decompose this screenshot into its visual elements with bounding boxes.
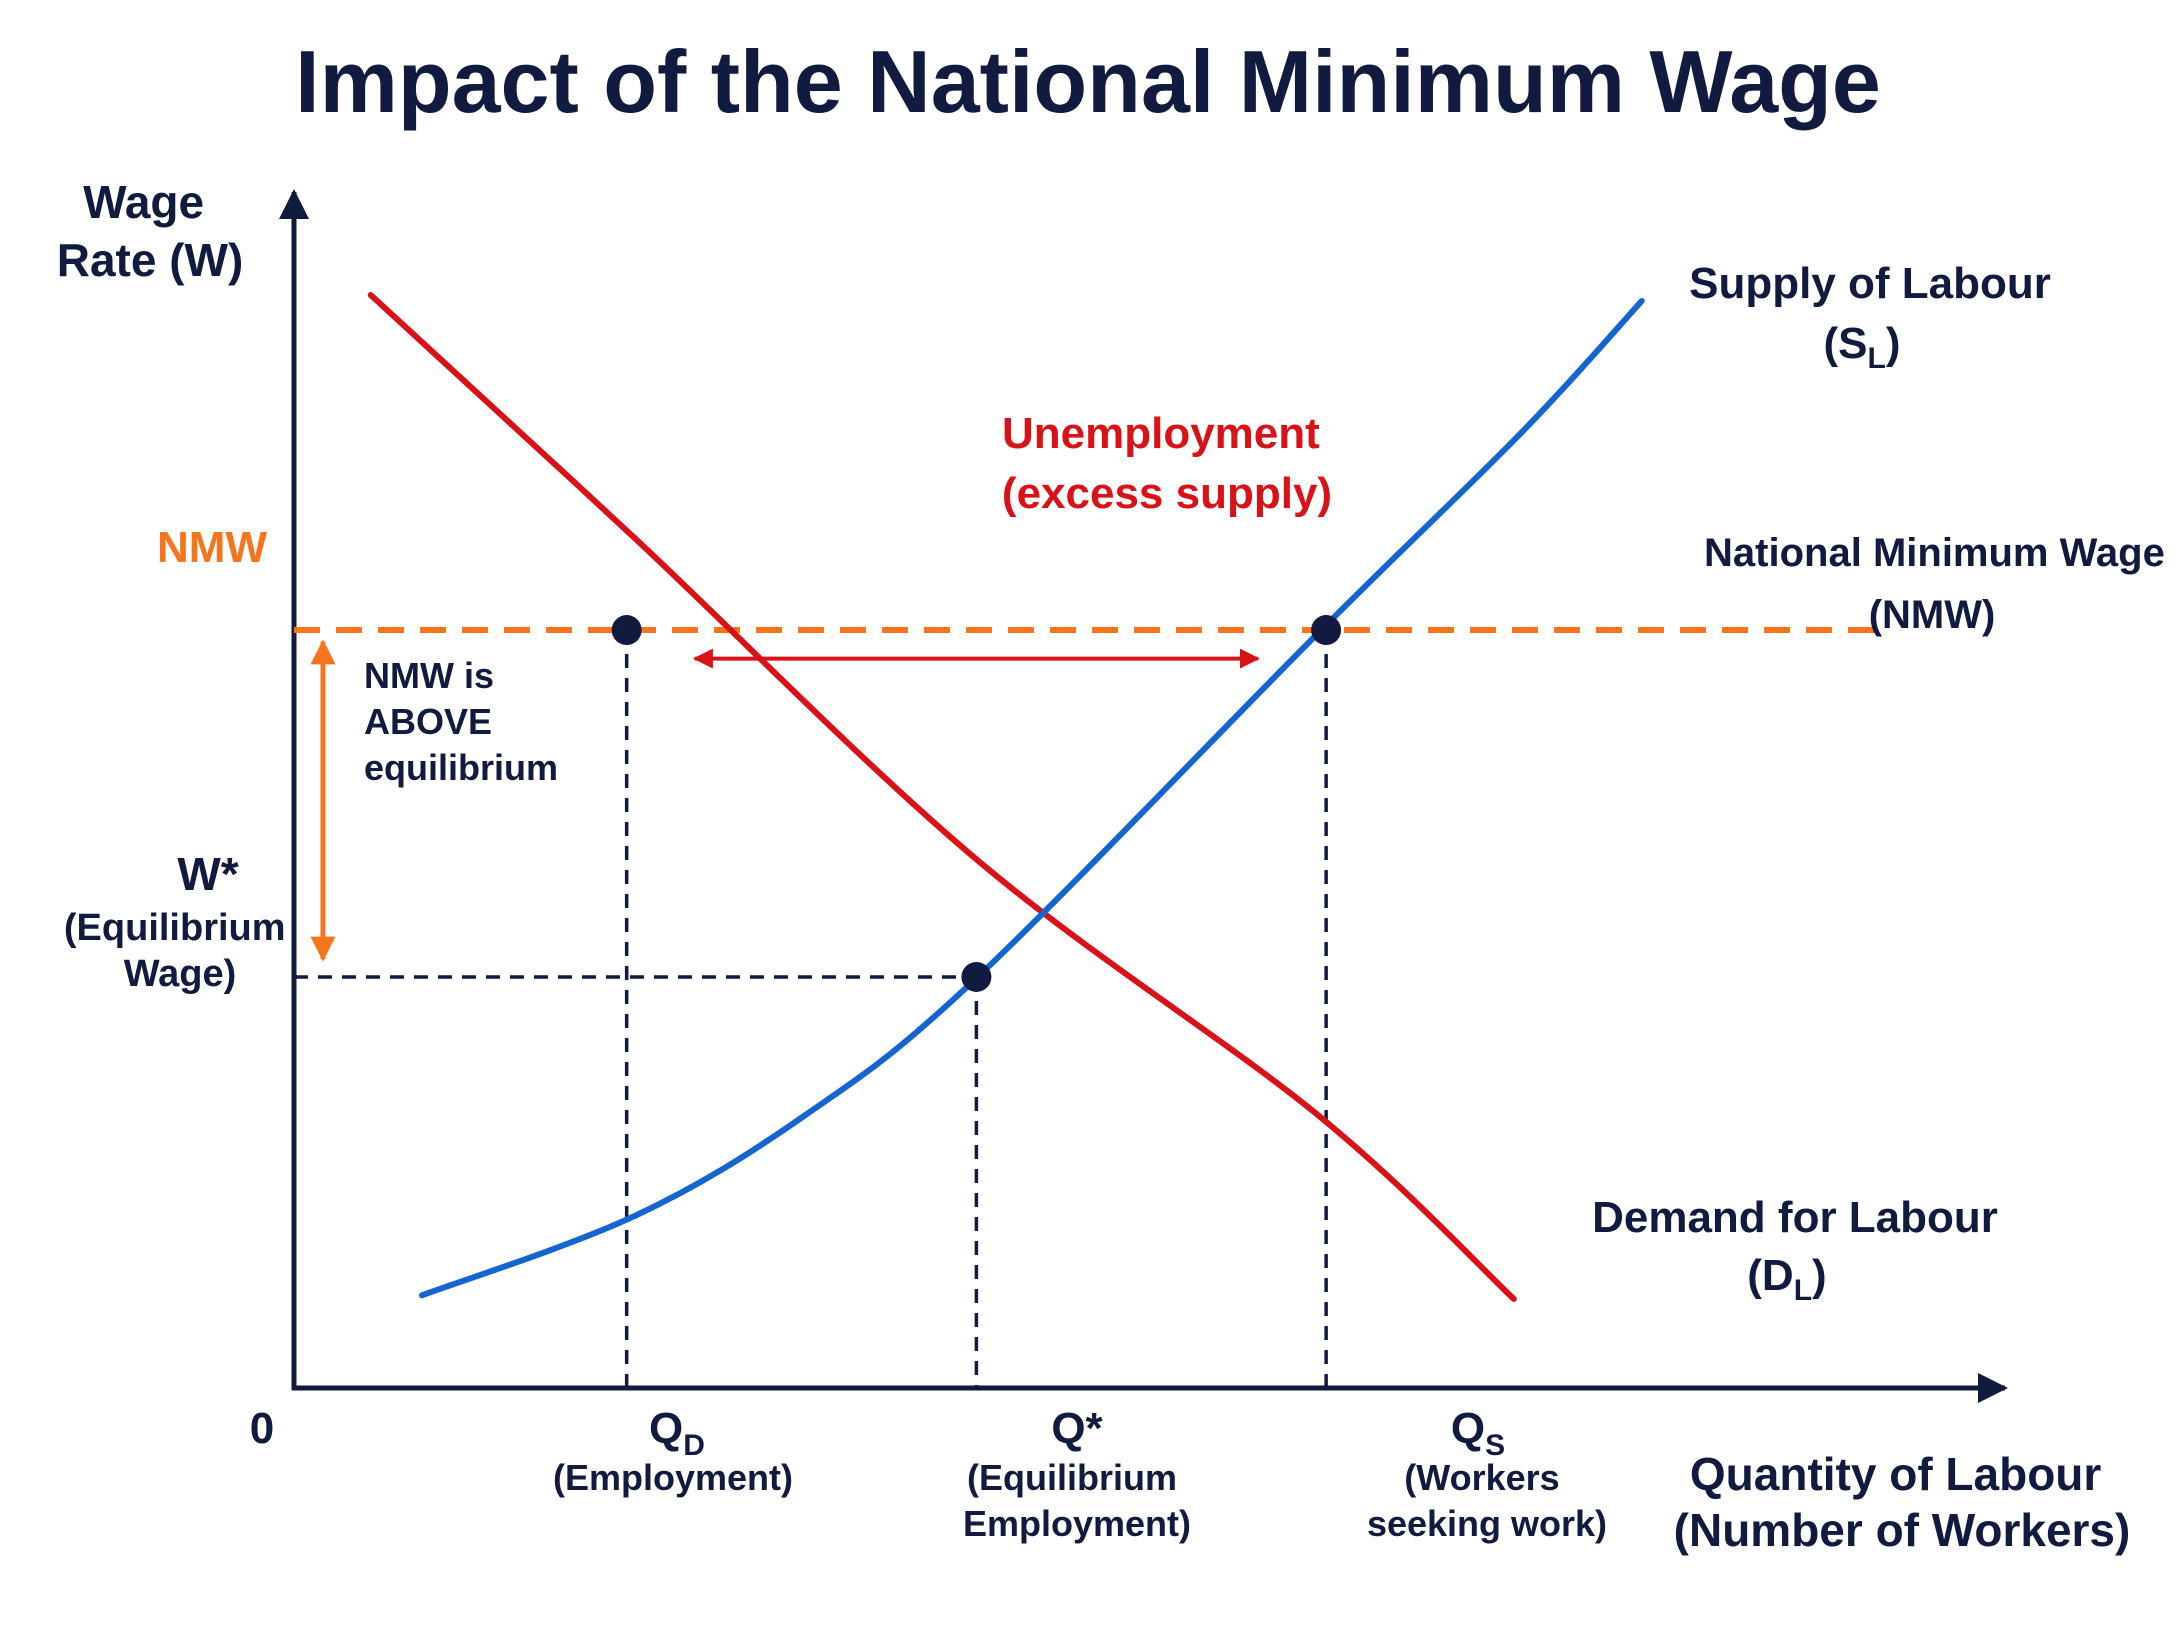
unemployment-label-line-2: (excess supply) [1002, 469, 1332, 518]
q-star-tick-description-line-2: Employment) [963, 1503, 1191, 1544]
q-star-tick-description-line-1: (Equilibrium [967, 1457, 1177, 1498]
supply-curve [418, 297, 1645, 1299]
qd-tick-label: QD [649, 1404, 705, 1462]
nmw-gap-label-line-3: equilibrium [364, 747, 558, 788]
demand-curve-symbol: (DL) [1747, 1251, 1826, 1307]
nmw-gap-label-line-2: ABOVE [364, 701, 492, 742]
w-star-tick-label: W* [177, 848, 238, 900]
qd-tick-subscript: D [683, 1429, 705, 1462]
x-axis-label: Quantity of Labour (Number of Workers) [1674, 1448, 2131, 1556]
equilibrium-point [961, 961, 992, 992]
nmw-supply-point [1311, 615, 1342, 646]
supply-curve-label: Supply of Labour [1689, 259, 2051, 308]
nmw-gap-label-line-1: NMW is [364, 655, 494, 696]
qd-tick-symbol: Q [649, 1404, 683, 1453]
qd-tick-description-line-1: (Employment) [553, 1457, 793, 1498]
w-star-description: (Equilibrium Wage) [64, 907, 296, 995]
x-tick-qstar: Q* (Equilibrium Employment) [963, 1404, 1191, 1544]
x-axis-label-line-2: (Number of Workers) [1674, 1504, 2131, 1556]
y-axis-label-line-1: Wage [83, 176, 204, 228]
supply-symbol-subscript: L [1868, 342, 1886, 375]
demand-symbol-close: ) [1812, 1251, 1827, 1300]
x-tick-qd: QD (Employment) [553, 1404, 793, 1498]
nmw-tick-label: NMW [157, 523, 267, 572]
q-star-tick-label: Q* [1051, 1404, 1103, 1453]
supply-symbol-main: (S [1824, 319, 1868, 368]
qs-tick-symbol: Q [1451, 1404, 1485, 1453]
demand-curve-label: Demand for Labour [1592, 1193, 1998, 1242]
demand-curve-label-name: Demand for Labour [1592, 1193, 1998, 1242]
unemployment-label-line-1: Unemployment [1002, 409, 1320, 458]
chart-title: Impact of the National Minimum Wage [295, 32, 1881, 131]
nmw-demand-point [611, 615, 642, 646]
qs-tick-subscript: S [1485, 1429, 1505, 1462]
qs-tick-description-line-2: seeking work) [1367, 1503, 1607, 1544]
supply-curve-label-name: Supply of Labour [1689, 259, 2051, 308]
unemployment-label: Unemployment (excess supply) [1002, 409, 1332, 518]
w-star-description-line-1: (Equilibrium [64, 907, 286, 949]
nmw-line-label-line-2: (NMW) [1869, 593, 1996, 637]
qs-tick-label: QS [1451, 1404, 1505, 1462]
demand-symbol-subscript: L [1794, 1274, 1812, 1307]
demand-curve [367, 292, 1517, 1302]
x-axis-label-line-1: Quantity of Labour [1690, 1448, 2102, 1500]
nmw-line-label: National Minimum Wage (NMW) [1704, 531, 2176, 637]
supply-curve-symbol: (SL) [1824, 319, 1901, 375]
origin-label: 0 [250, 1404, 274, 1453]
x-tick-qs: QS (Workers seeking work) [1367, 1404, 1607, 1544]
nmw-gap-label: NMW is ABOVE equilibrium [364, 655, 558, 788]
q-star-tick-description: (Equilibrium Employment) [963, 1457, 1191, 1544]
qs-tick-description-line-1: (Workers [1404, 1457, 1559, 1498]
qd-tick-description: (Employment) [553, 1457, 793, 1498]
y-axis-label: Wage Rate (W) [57, 176, 244, 286]
qs-tick-description: (Workers seeking work) [1367, 1457, 1607, 1544]
nmw-line-label-line-1: National Minimum Wage [1704, 531, 2165, 575]
supply-symbol-close: ) [1886, 319, 1901, 368]
demand-symbol-main: (D [1747, 1251, 1793, 1300]
w-star-description-line-2: Wage) [124, 953, 237, 995]
y-axis-label-line-2: Rate (W) [57, 234, 244, 286]
